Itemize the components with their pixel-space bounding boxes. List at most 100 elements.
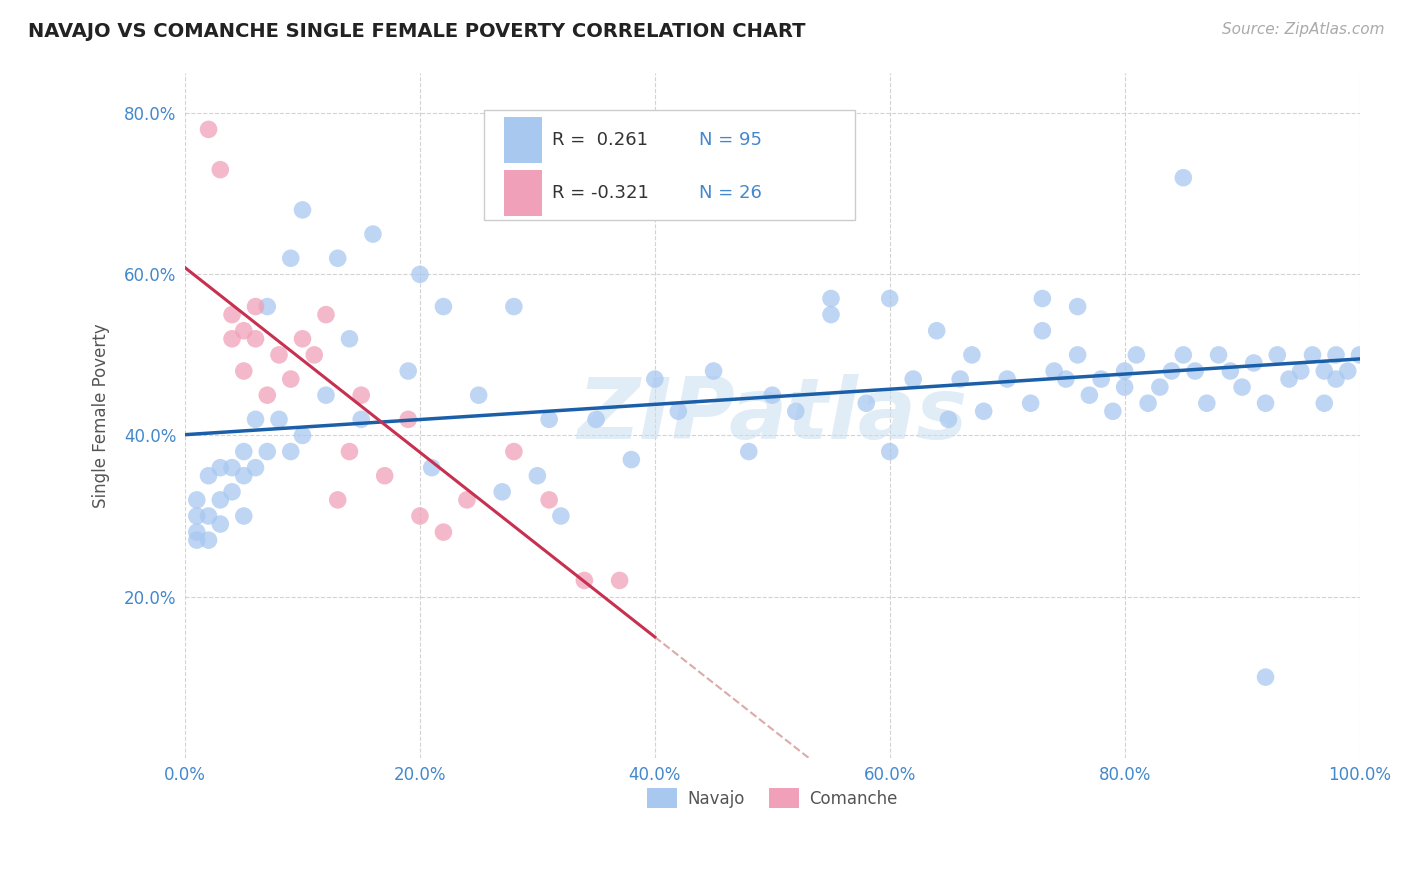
Point: [256, 444, 278, 458]
Point: [339, 444, 361, 458]
Point: [1114, 380, 1136, 394]
Point: [232, 508, 254, 523]
Point: [526, 468, 548, 483]
Point: [960, 348, 983, 362]
Point: [1066, 300, 1088, 314]
Point: [1289, 364, 1312, 378]
Y-axis label: Single Female Poverty: Single Female Poverty: [93, 323, 110, 508]
Point: [538, 492, 561, 507]
Point: [209, 492, 232, 507]
Point: [761, 388, 783, 402]
Point: [267, 412, 290, 426]
Point: [1031, 292, 1053, 306]
Point: [232, 324, 254, 338]
Point: [1348, 348, 1371, 362]
Point: [1149, 380, 1171, 394]
Point: [209, 517, 232, 532]
Point: [644, 372, 666, 386]
Point: [1313, 396, 1336, 410]
Point: [209, 162, 232, 177]
Text: N = 95: N = 95: [699, 131, 762, 149]
Point: [245, 412, 267, 426]
Point: [304, 348, 326, 362]
Point: [491, 484, 513, 499]
Point: [1102, 404, 1125, 418]
Point: [326, 252, 349, 266]
Point: [855, 396, 877, 410]
Point: [315, 308, 337, 322]
Point: [197, 508, 219, 523]
Point: [221, 308, 243, 322]
Point: [666, 404, 689, 418]
Point: [1254, 670, 1277, 684]
Point: [538, 412, 561, 426]
Point: [1114, 364, 1136, 378]
Point: [326, 492, 349, 507]
Text: N = 26: N = 26: [699, 184, 762, 202]
Point: [1313, 364, 1336, 378]
Point: [245, 460, 267, 475]
Point: [409, 268, 432, 282]
Point: [197, 533, 219, 548]
Point: [280, 372, 302, 386]
Point: [1137, 396, 1160, 410]
Point: [574, 574, 596, 588]
Point: [186, 508, 208, 523]
Point: [221, 484, 243, 499]
Point: [186, 533, 208, 548]
Point: [949, 372, 972, 386]
Point: [221, 332, 243, 346]
Point: [620, 452, 643, 467]
Point: [738, 444, 761, 458]
Point: [197, 468, 219, 483]
Point: [1054, 372, 1077, 386]
Point: [315, 388, 337, 402]
Point: [232, 468, 254, 483]
Point: [1031, 324, 1053, 338]
Point: [1243, 356, 1265, 370]
Point: [1173, 348, 1195, 362]
Point: [820, 292, 842, 306]
Point: [374, 468, 396, 483]
Point: [396, 364, 419, 378]
Point: [973, 404, 995, 418]
Point: [197, 122, 219, 136]
Point: [1302, 348, 1324, 362]
Point: [432, 300, 454, 314]
Point: [925, 324, 948, 338]
Point: [820, 308, 842, 322]
Point: [1278, 372, 1301, 386]
Point: [291, 332, 314, 346]
Point: [396, 412, 419, 426]
Point: [1043, 364, 1066, 378]
Point: [245, 332, 267, 346]
Point: [339, 332, 361, 346]
Point: [280, 444, 302, 458]
Point: [361, 227, 384, 241]
Point: [420, 460, 443, 475]
Point: [256, 388, 278, 402]
Point: [1066, 348, 1088, 362]
Point: [291, 428, 314, 442]
Point: [350, 412, 373, 426]
Point: [609, 574, 631, 588]
Point: [232, 444, 254, 458]
Point: [409, 508, 432, 523]
Point: [1125, 348, 1147, 362]
Point: [1324, 372, 1347, 386]
Point: [456, 492, 478, 507]
Point: [1230, 380, 1253, 394]
Point: [221, 460, 243, 475]
Point: [1324, 348, 1347, 362]
Point: [256, 300, 278, 314]
Point: [209, 460, 232, 475]
Point: [1265, 348, 1288, 362]
Text: R =  0.261: R = 0.261: [551, 131, 648, 149]
Point: [1195, 396, 1218, 410]
Point: [1078, 388, 1101, 402]
Point: [1173, 170, 1195, 185]
Point: [267, 348, 290, 362]
Point: [1090, 372, 1112, 386]
Point: [1160, 364, 1182, 378]
Point: [1254, 396, 1277, 410]
